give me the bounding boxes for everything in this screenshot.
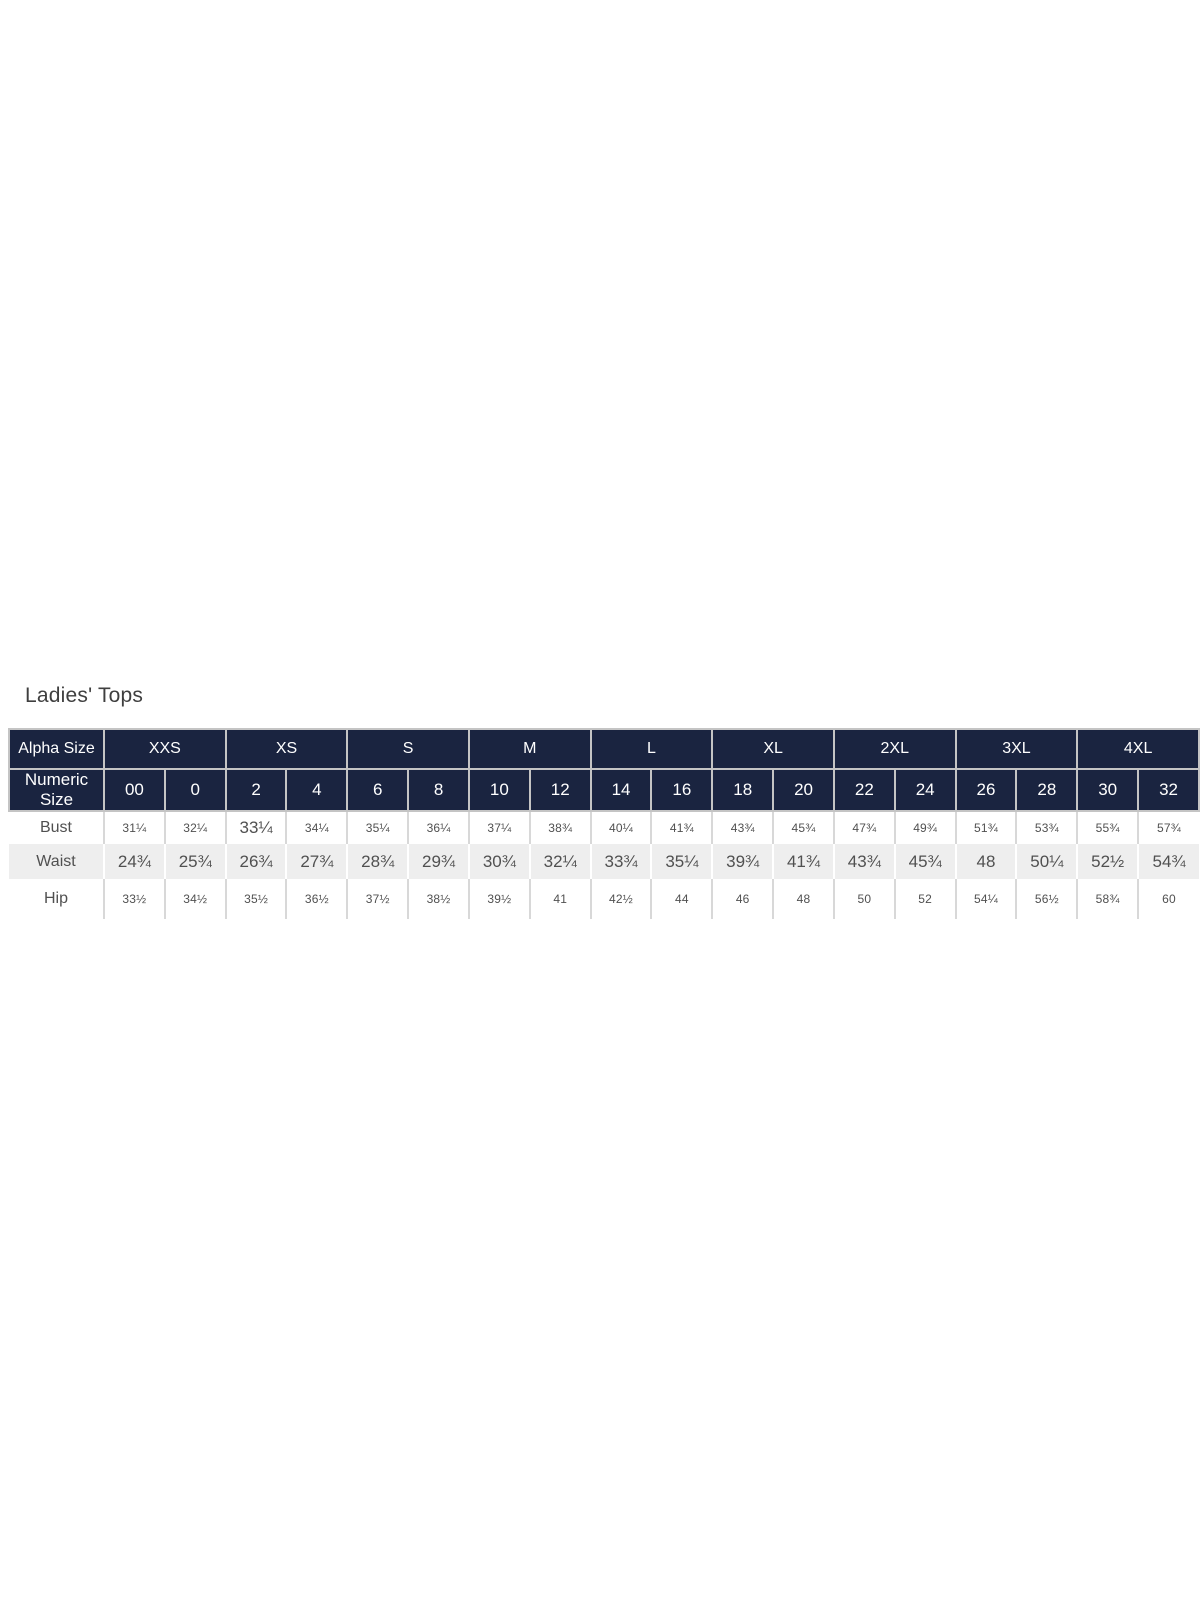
numeric-size-cell: 22: [832, 768, 896, 812]
hip-value-cell: 33½: [103, 879, 165, 919]
waist-value-cell: 48: [954, 844, 1017, 879]
alpha-size-cell-m: M: [467, 728, 592, 770]
hip-value-cell: 60: [1137, 879, 1199, 919]
hip-row-label: Hip: [9, 879, 104, 919]
bust-value-cell: 34¼: [285, 811, 348, 844]
numeric-size-cell: 00: [103, 768, 166, 812]
bust-value-cell: 35¼: [346, 811, 409, 844]
bust-value-cell: 38¾: [528, 811, 591, 844]
waist-value-cell: 50¼: [1015, 844, 1078, 879]
waist-value-cell: 30¾: [467, 844, 530, 879]
waist-value-cell: 24¾: [103, 844, 165, 879]
bust-value-cell: 36¼: [407, 811, 469, 844]
waist-value-cell: 41¾: [772, 844, 834, 879]
waist-value-cell: 32¼: [528, 844, 591, 879]
hip-value-cell: 46: [711, 879, 774, 919]
ladies-tops-size-table: Alpha Size XXS XS S M L XL 2XL 3XL 4XL N…: [8, 728, 1200, 919]
numeric-size-cell: 18: [711, 768, 775, 812]
hip-value-cell: 35½: [224, 879, 287, 919]
bust-value-cell: 37¼: [467, 811, 530, 844]
alpha-size-cell-4xl: 4XL: [1076, 728, 1200, 770]
alpha-size-cell-xxs: XXS: [103, 728, 227, 770]
numeric-size-label: Numeric Size: [8, 768, 105, 812]
numeric-size-cell: 2: [224, 768, 288, 812]
numeric-size-cell: 28: [1015, 768, 1079, 812]
hip-value-cell: 56½: [1015, 879, 1078, 919]
numeric-size-cell: 4: [285, 768, 349, 812]
hip-value-cell: 38½: [407, 879, 469, 919]
bust-value-cell: 45¾: [772, 811, 834, 844]
waist-value-cell: 33¾: [589, 844, 652, 879]
hip-value-cell: 44: [650, 879, 713, 919]
bust-value-cell: 41¾: [650, 811, 713, 844]
hip-value-cell: 42½: [589, 879, 652, 919]
hip-value-cell: 36½: [285, 879, 348, 919]
page-title: Ladies' Tops: [25, 684, 144, 707]
bust-value-cell: 53¾: [1015, 811, 1078, 844]
waist-value-cell: 54¾: [1137, 844, 1199, 879]
bust-row: Bust 31¼ 32¼ 33¼ 34¼ 35¼ 36¼ 37¼ 38¾ 40¼…: [9, 811, 1199, 844]
bust-value-cell: 47¾: [832, 811, 895, 844]
bust-value-cell: 55¾: [1076, 811, 1139, 844]
bust-value-cell: 43¾: [711, 811, 774, 844]
numeric-size-cell: 10: [467, 768, 531, 812]
waist-value-cell: 39¾: [711, 844, 774, 879]
numeric-size-cell: 24: [893, 768, 957, 812]
bust-value-cell: 51¾: [954, 811, 1017, 844]
hip-value-cell: 39½: [467, 879, 530, 919]
hip-row: Hip 33½ 34½ 35½ 36½ 37½ 38½ 39½ 41 42½ 4…: [9, 879, 1199, 919]
numeric-size-cell: 32: [1137, 768, 1200, 812]
numeric-size-cell: 0: [163, 768, 227, 812]
numeric-size-cell: 16: [650, 768, 714, 812]
bust-value-cell: 40¼: [589, 811, 652, 844]
bust-value-cell: 57¾: [1137, 811, 1199, 844]
alpha-size-cell-xs: XS: [224, 728, 349, 770]
bust-value-cell: 33¼: [224, 811, 287, 844]
waist-value-cell: 26¾: [224, 844, 287, 879]
numeric-size-cell: 26: [954, 768, 1018, 812]
waist-value-cell: 35¼: [650, 844, 713, 879]
waist-value-cell: 52½: [1076, 844, 1139, 879]
hip-value-cell: 54¼: [954, 879, 1017, 919]
waist-row-label: Waist: [9, 844, 104, 879]
alpha-size-cell-s: S: [346, 728, 470, 770]
waist-value-cell: 25¾: [163, 844, 226, 879]
waist-row: Waist 24¾ 25¾ 26¾ 27¾ 28¾ 29¾ 30¾ 32¼ 33…: [9, 844, 1199, 879]
waist-value-cell: 43¾: [832, 844, 895, 879]
hip-value-cell: 34½: [163, 879, 226, 919]
numeric-size-cell: 6: [346, 768, 410, 812]
hip-value-cell: 37½: [346, 879, 409, 919]
alpha-size-label: Alpha Size: [8, 728, 105, 770]
numeric-size-cell: 12: [528, 768, 592, 812]
hip-value-cell: 52: [893, 879, 956, 919]
waist-value-cell: 45¾: [893, 844, 956, 879]
alpha-size-cell-3xl: 3XL: [954, 728, 1079, 770]
hip-value-cell: 50: [832, 879, 895, 919]
bust-row-label: Bust: [9, 811, 104, 844]
bust-value-cell: 49¾: [893, 811, 956, 844]
numeric-size-cell: 8: [407, 768, 470, 812]
waist-value-cell: 28¾: [346, 844, 409, 879]
numeric-size-cell: 14: [589, 768, 653, 812]
alpha-size-cell-xl: XL: [711, 728, 835, 770]
alpha-size-cell-2xl: 2XL: [832, 728, 957, 770]
numeric-size-cell: 30: [1076, 768, 1140, 812]
hip-value-cell: 48: [772, 879, 834, 919]
bust-value-cell: 31¼: [103, 811, 165, 844]
hip-value-cell: 41: [528, 879, 591, 919]
alpha-size-row: Alpha Size XXS XS S M L XL 2XL 3XL 4XL: [8, 728, 1200, 770]
waist-value-cell: 29¾: [407, 844, 469, 879]
bust-value-cell: 32¼: [163, 811, 226, 844]
waist-value-cell: 27¾: [285, 844, 348, 879]
alpha-size-cell-l: L: [589, 728, 714, 770]
numeric-size-cell: 20: [772, 768, 835, 812]
hip-value-cell: 58¾: [1076, 879, 1139, 919]
numeric-size-row: Numeric Size 00 0 2 4 6 8 10 12 14 16 18…: [8, 768, 1200, 812]
